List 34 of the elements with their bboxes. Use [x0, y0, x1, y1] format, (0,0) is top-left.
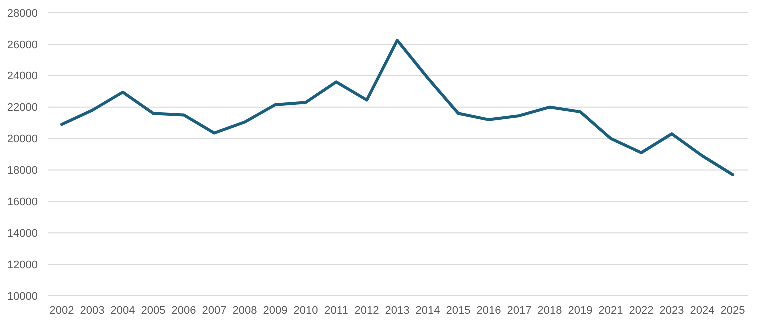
line-series: [60, 39, 734, 176]
x-tick-label: 2019: [568, 305, 593, 317]
x-tick-label: 2005: [141, 305, 166, 317]
x-tick-label: 2006: [172, 305, 196, 317]
x-tick-label: 2009: [263, 305, 288, 317]
x-tick-label: 2025: [720, 305, 746, 317]
x-tick-label: 2024: [690, 305, 715, 317]
x-tick-label: 2007: [202, 305, 227, 317]
x-tick-label: 2016: [476, 305, 502, 317]
y-tick-label: 16000: [7, 196, 38, 209]
y-tick-label: 18000: [7, 165, 38, 178]
x-tick-label: 2015: [446, 305, 471, 317]
x-tick-label: 2003: [80, 305, 105, 317]
x-tick-label: 2021: [598, 305, 624, 317]
y-tick-label: 26000: [7, 39, 38, 52]
x-tick-label: 2013: [385, 305, 410, 317]
x-tick-label: 2008: [232, 305, 258, 317]
y-tick-label: 10000: [7, 290, 38, 303]
x-tick-label: 2017: [507, 305, 532, 317]
x-tick-label: 2014: [416, 305, 440, 317]
y-tick-label: 12000: [7, 259, 38, 272]
y-tick-label: 24000: [7, 70, 38, 83]
x-tick-label: 2004: [110, 305, 136, 317]
x-tick-label: 2011: [324, 305, 348, 317]
y-tick-label: 28000: [7, 8, 38, 20]
y-tick-label: 14000: [7, 228, 38, 240]
x-tick-label: 2002: [50, 305, 74, 317]
y-tick-label: 22000: [7, 102, 38, 114]
x-tick-label: 2012: [354, 305, 380, 317]
x-tick-label: 2010: [294, 305, 318, 317]
x-tick-label: 2022: [629, 305, 654, 317]
x-tick-label: 2018: [538, 305, 562, 317]
y-tick-label: 20000: [7, 134, 38, 146]
x-tick-label: 2023: [660, 305, 684, 317]
